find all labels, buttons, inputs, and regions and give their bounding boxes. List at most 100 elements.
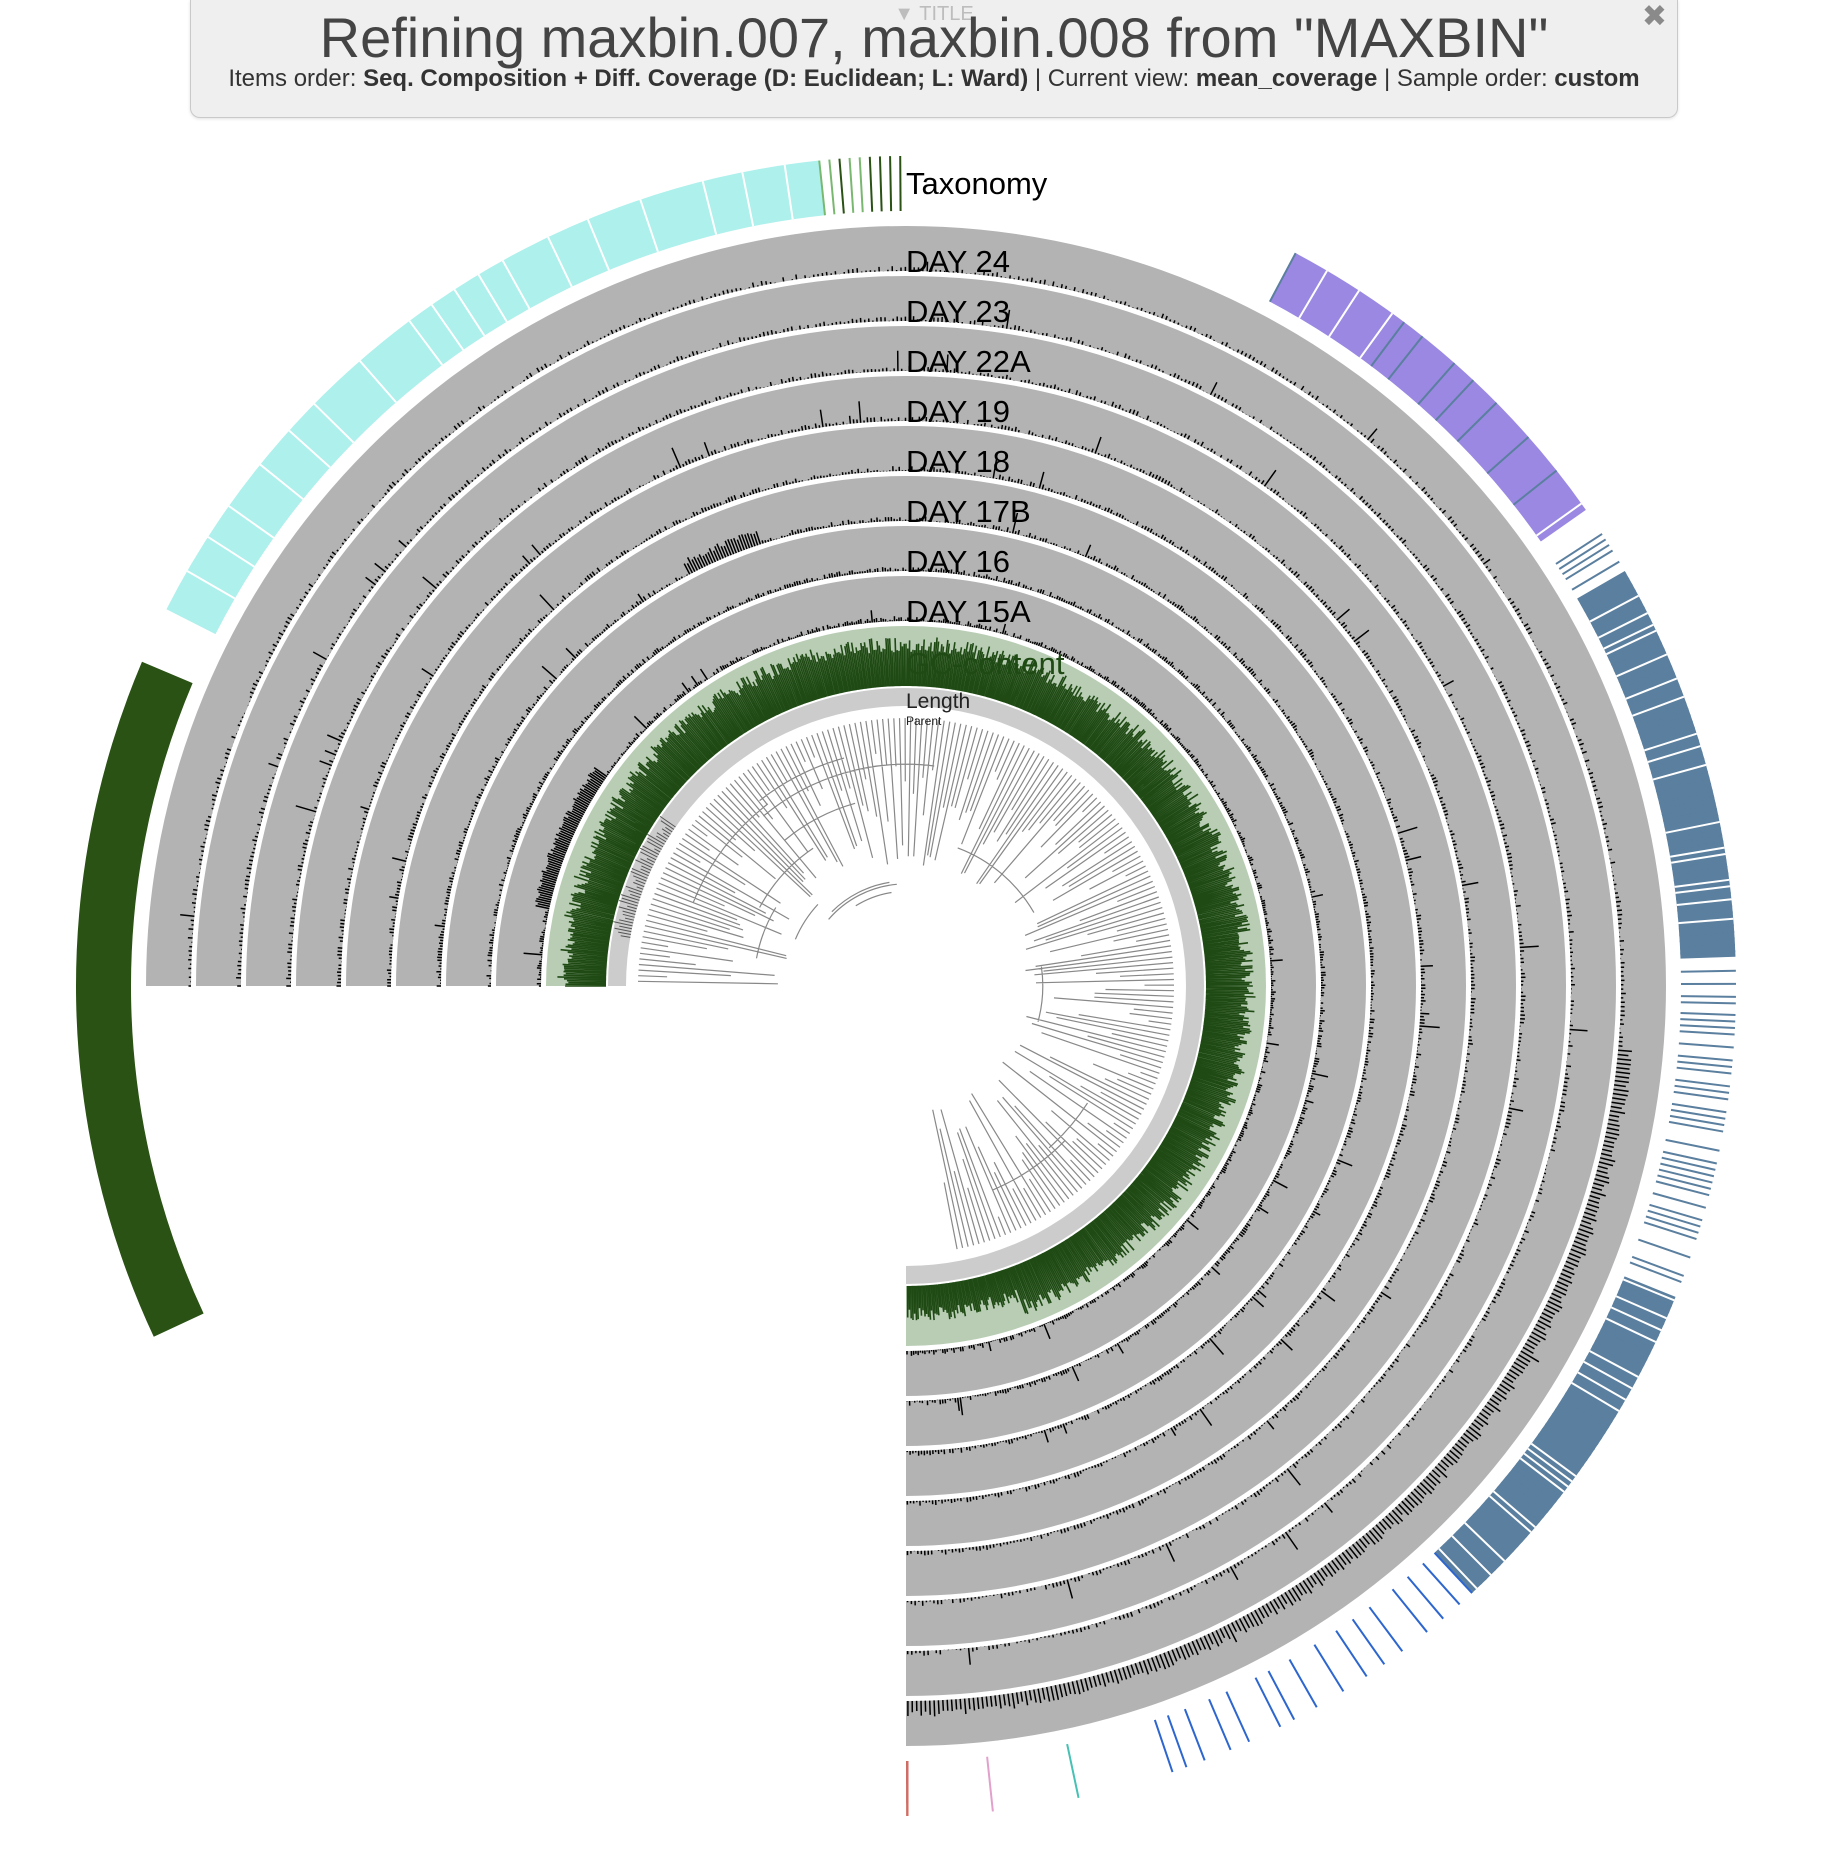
taxonomy-layer[interactable] bbox=[75, 156, 1736, 1817]
taxonomy-item bbox=[207, 536, 255, 568]
taxonomy-item bbox=[1472, 1513, 1515, 1553]
sample-layers[interactable] bbox=[146, 226, 1666, 1746]
taxonomy-item bbox=[1618, 1289, 1670, 1314]
taxonomy-item bbox=[1484, 1499, 1528, 1538]
taxonomy-item bbox=[1658, 789, 1713, 805]
taxonomy-item bbox=[1568, 555, 1617, 586]
taxonomy-item bbox=[1464, 1522, 1506, 1562]
taxonomy-item bbox=[1640, 720, 1693, 740]
taxonomy-item bbox=[1600, 618, 1651, 645]
taxonomy-item bbox=[1623, 671, 1675, 695]
taxonomy-item bbox=[1632, 695, 1685, 717]
taxonomy-item bbox=[1496, 1485, 1541, 1524]
taxonomy-item bbox=[1666, 1132, 1721, 1146]
taxonomy-item bbox=[1536, 502, 1582, 537]
taxonomy-item bbox=[1647, 1209, 1701, 1228]
taxonomy-item bbox=[1580, 577, 1630, 607]
taxonomy-item bbox=[1616, 653, 1668, 678]
taxonomy-item bbox=[1442, 1543, 1483, 1585]
taxonomy-block bbox=[166, 160, 825, 635]
taxonomy-item bbox=[1680, 1018, 1736, 1023]
taxonomy-item bbox=[1670, 1108, 1726, 1120]
taxonomy-item bbox=[1671, 859, 1727, 870]
taxonomy-item bbox=[1657, 1174, 1712, 1190]
current-view-value: mean_coverage bbox=[1195, 65, 1378, 92]
taxonomy-item bbox=[1610, 1306, 1662, 1332]
taxonomy-item bbox=[1680, 950, 1736, 955]
taxonomy-item bbox=[1622, 1278, 1675, 1302]
taxonomy-item bbox=[1417, 362, 1456, 406]
close-icon[interactable]: ✖ bbox=[1641, 0, 1667, 33]
taxonomy-item bbox=[1589, 1350, 1639, 1378]
taxonomy-item bbox=[1476, 1508, 1519, 1548]
taxonomy-item bbox=[1665, 1138, 1720, 1152]
taxonomy-item bbox=[1674, 878, 1730, 888]
taxonomy-item bbox=[1608, 1312, 1659, 1338]
taxonomy-item bbox=[1661, 1156, 1716, 1171]
taxonomy-item bbox=[1548, 1417, 1596, 1451]
taxonomy-item bbox=[1655, 776, 1710, 793]
taxonomy-item bbox=[1537, 1433, 1584, 1467]
taxonomy-item bbox=[1611, 641, 1662, 667]
taxonomy-item bbox=[639, 199, 659, 253]
taxonomy-item bbox=[1666, 827, 1722, 840]
taxonomy-item bbox=[1679, 1036, 1735, 1043]
taxonomy-item bbox=[1679, 937, 1735, 943]
taxonomy-item bbox=[1561, 544, 1610, 576]
taxonomy-item bbox=[1516, 1462, 1561, 1498]
taxonomy-item bbox=[1527, 1447, 1573, 1483]
taxonomy-item bbox=[1680, 1001, 1736, 1005]
taxonomy-item bbox=[477, 274, 508, 323]
title-panel: ▼ TITLE Refining maxbin.007, maxbin.008 … bbox=[190, 0, 1678, 118]
taxonomy-item bbox=[1679, 1030, 1735, 1036]
coverage-bars bbox=[286, 350, 1539, 1606]
length-layer[interactable] bbox=[608, 688, 1204, 1284]
taxonomy-item bbox=[701, 181, 718, 235]
taxonomy-item bbox=[1679, 943, 1736, 949]
taxonomy-item bbox=[1254, 1677, 1282, 1728]
taxonomy-item bbox=[1629, 689, 1683, 712]
gc-content-layer[interactable] bbox=[546, 626, 1266, 1346]
taxonomy-item bbox=[1183, 1708, 1206, 1761]
coverage-bars bbox=[236, 309, 1588, 1665]
taxonomy-item bbox=[1635, 1244, 1689, 1265]
taxonomy-item bbox=[838, 158, 845, 214]
coverage-bars bbox=[386, 458, 1440, 1506]
taxonomy-item bbox=[1638, 1238, 1691, 1259]
taxonomy-item bbox=[1577, 1371, 1627, 1401]
layer-label-parent: Parent bbox=[906, 714, 942, 728]
layer-label-sample: DAY 23 bbox=[906, 294, 1010, 329]
taxonomy-item bbox=[1486, 436, 1530, 475]
taxonomy-item bbox=[741, 172, 755, 227]
sample-order-label: Sample order: bbox=[1396, 65, 1548, 92]
title-toggle[interactable]: ▼ TITLE bbox=[894, 3, 974, 25]
taxonomy-item bbox=[1435, 379, 1475, 421]
taxonomy-item bbox=[1544, 1423, 1592, 1456]
taxonomy-item bbox=[1664, 1144, 1719, 1159]
taxonomy-item bbox=[1675, 1072, 1731, 1081]
taxonomy-item bbox=[1642, 726, 1696, 746]
sample-order-value: custom bbox=[1554, 65, 1640, 92]
taxonomy-item bbox=[1480, 1504, 1523, 1543]
coverage-bars bbox=[180, 261, 1632, 1717]
taxonomy-item bbox=[1641, 1227, 1695, 1247]
taxonomy-item bbox=[848, 157, 855, 213]
taxonomy-item bbox=[1667, 833, 1723, 846]
taxonomy-item bbox=[1674, 1084, 1730, 1094]
taxonomy-item bbox=[1534, 1437, 1581, 1472]
taxonomy-item bbox=[1680, 1012, 1736, 1016]
taxonomy-item bbox=[1288, 1658, 1318, 1708]
taxonomy-item bbox=[1594, 1339, 1645, 1367]
taxonomy-item bbox=[186, 570, 236, 600]
taxonomy-item bbox=[858, 157, 864, 213]
dendrogram[interactable] bbox=[637, 717, 1175, 1250]
taxonomy-item bbox=[1166, 1715, 1188, 1768]
taxonomy-item bbox=[1657, 782, 1712, 799]
taxonomy-item bbox=[1613, 647, 1665, 672]
taxonomy-item bbox=[1654, 1186, 1708, 1203]
taxonomy-item bbox=[889, 156, 893, 212]
taxonomy-item bbox=[1391, 1588, 1428, 1633]
taxonomy-item bbox=[1678, 924, 1734, 931]
taxonomy-item bbox=[1613, 1300, 1665, 1326]
